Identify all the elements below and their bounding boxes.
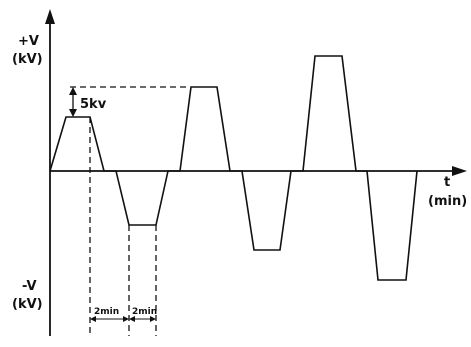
y-axis-arrow: [45, 9, 55, 24]
y-axis-negative-unit: (kV): [12, 297, 43, 312]
step-arrow-down: [69, 109, 77, 117]
interval-2-arrow-right: [150, 316, 156, 322]
step-arrow-up: [69, 87, 77, 95]
y-axis-positive-unit: (kV): [12, 52, 43, 67]
voltage-waveform: [49, 55, 418, 281]
x-axis-unit: (min): [428, 194, 467, 209]
step-label: 5kv: [80, 97, 107, 112]
interval-1-arrow-left: [90, 316, 96, 322]
interval-label-2: 2min: [132, 307, 157, 317]
y-axis-positive-label: +V: [18, 34, 39, 49]
x-axis-label: t: [444, 175, 450, 190]
interval-label-1: 2min: [94, 307, 119, 317]
interval-2-arrow-left: [129, 316, 135, 322]
y-axis-negative-label: -V: [22, 279, 37, 294]
x-axis-arrow: [452, 166, 467, 176]
interval-1-arrow-right: [123, 316, 129, 322]
